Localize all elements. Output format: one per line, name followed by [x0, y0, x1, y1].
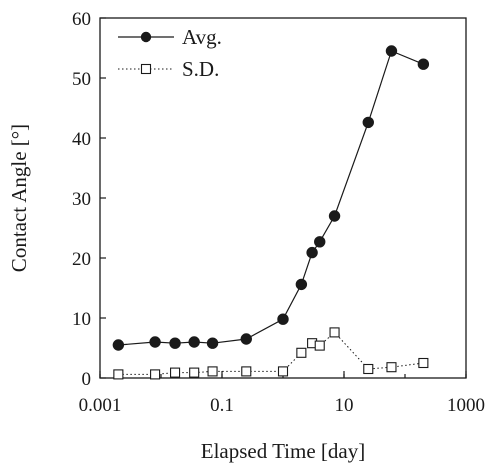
series-0 [112, 45, 430, 351]
data-point [386, 362, 397, 373]
x-tick-label: 10 [335, 395, 354, 416]
x-axis-ticks: 0.001 0.1 10 1000 [79, 371, 485, 416]
series-layer [112, 45, 430, 380]
data-point [206, 337, 219, 349]
data-point [150, 369, 161, 380]
y-axis-title: Contact Angle [°] [7, 124, 31, 272]
y-tick-label: 20 [72, 249, 91, 270]
data-point [306, 246, 318, 259]
y-tick-label: 0 [82, 369, 92, 390]
y-tick-label: 60 [72, 9, 91, 30]
x-tick-label: 0.1 [210, 395, 234, 416]
data-point [296, 347, 307, 358]
y-tick-label: 30 [72, 189, 91, 210]
data-point [417, 58, 430, 70]
x-tick-label: 0.001 [79, 395, 122, 416]
data-point [418, 357, 429, 369]
data-point [207, 366, 218, 377]
data-point [328, 210, 341, 222]
data-point [363, 363, 374, 375]
x-axis-title: Elapsed Time [day] [201, 439, 365, 463]
data-point [170, 367, 181, 378]
data-point [169, 337, 181, 349]
data-point [112, 339, 125, 351]
x-tick-label: 1000 [447, 395, 485, 416]
data-point [329, 327, 340, 338]
data-point [385, 45, 398, 57]
data-point [295, 278, 308, 291]
data-point [277, 366, 289, 377]
legend: Avg. S.D. [118, 25, 222, 81]
series-line [118, 331, 424, 375]
series-1 [113, 327, 429, 380]
data-point [241, 366, 252, 377]
y-tick-label: 50 [72, 69, 91, 90]
y-axis-ticks: 0 10 20 30 40 50 60 [72, 9, 106, 390]
legend-marker [140, 63, 152, 75]
y-tick-label: 40 [72, 129, 91, 150]
data-point [277, 313, 289, 325]
y-tick-label: 10 [72, 309, 91, 330]
data-point [149, 336, 161, 348]
data-point [314, 236, 326, 248]
data-point [189, 367, 200, 378]
legend-label: S.D. [182, 57, 219, 81]
legend-label: Avg. [182, 25, 222, 49]
data-point [240, 333, 252, 345]
data-point [188, 336, 200, 348]
data-point [314, 340, 325, 351]
data-point [113, 369, 124, 380]
data-point [362, 116, 374, 129]
series-line [118, 50, 424, 346]
legend-marker [140, 31, 152, 43]
